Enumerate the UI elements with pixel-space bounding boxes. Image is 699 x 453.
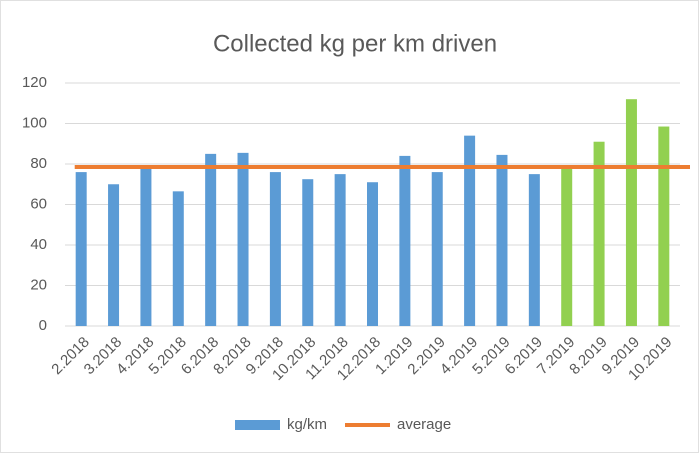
bar — [334, 174, 346, 326]
y-tick-label: 120 — [22, 74, 47, 91]
bar — [140, 168, 152, 326]
legend-swatch — [235, 420, 280, 430]
bar — [367, 182, 378, 326]
bar — [205, 153, 217, 326]
chart-title: Collected kg per km driven — [213, 30, 497, 57]
bar — [108, 184, 120, 326]
y-tick-label: 40 — [30, 236, 47, 253]
bar — [269, 172, 281, 326]
legend-label: average — [397, 416, 451, 433]
bar — [237, 152, 249, 326]
bar — [593, 141, 605, 326]
bar — [561, 168, 573, 326]
bar — [302, 179, 314, 326]
bar — [399, 155, 411, 326]
bar — [658, 126, 670, 326]
y-tick-label: 60 — [30, 195, 47, 212]
legend-label: kg/km — [287, 416, 327, 433]
y-tick-label: 80 — [30, 155, 47, 172]
bar — [528, 174, 540, 326]
bar — [625, 99, 637, 326]
y-tick-label: 20 — [30, 276, 47, 293]
y-tick-label: 0 — [39, 317, 47, 334]
bar — [172, 191, 184, 326]
bar — [496, 154, 508, 326]
bar — [464, 135, 476, 326]
bar — [431, 172, 443, 326]
bar — [75, 172, 87, 326]
y-tick-label: 100 — [22, 114, 47, 131]
